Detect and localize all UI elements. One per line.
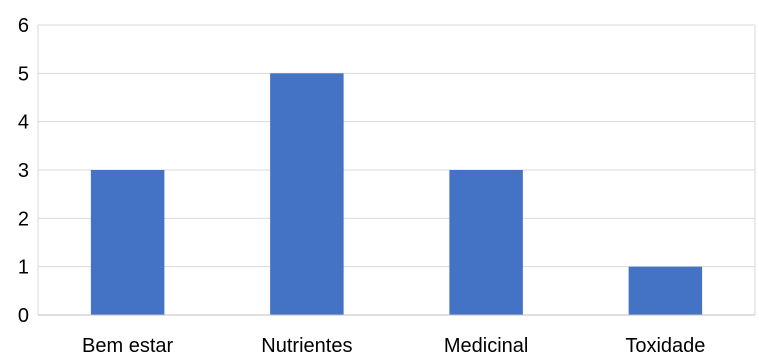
y-tick-label: 6 [18, 15, 29, 37]
x-tick-label: Toxidade [625, 335, 705, 356]
y-tick-label: 3 [18, 160, 29, 182]
y-tick-label: 4 [18, 112, 29, 134]
y-tick-label: 0 [18, 305, 29, 327]
bars [38, 73, 755, 316]
bar-nutrientes [270, 73, 344, 315]
bar-medicinal [449, 170, 523, 315]
y-tick-labels: 0 1 2 3 4 5 6 [18, 15, 29, 327]
x-tick-labels: Bem estar Nutrientes Medicinal Toxidade [82, 335, 705, 356]
x-tick-label: Bem estar [82, 335, 173, 356]
y-tick-label: 1 [18, 257, 29, 279]
x-tick-label: Nutrientes [261, 335, 352, 356]
bar-toxidade [628, 266, 703, 315]
y-tick-label: 5 [18, 63, 29, 85]
y-tick-label: 2 [18, 208, 29, 230]
bar-bem-estar [90, 170, 165, 315]
x-tick-label: Medicinal [444, 335, 528, 356]
